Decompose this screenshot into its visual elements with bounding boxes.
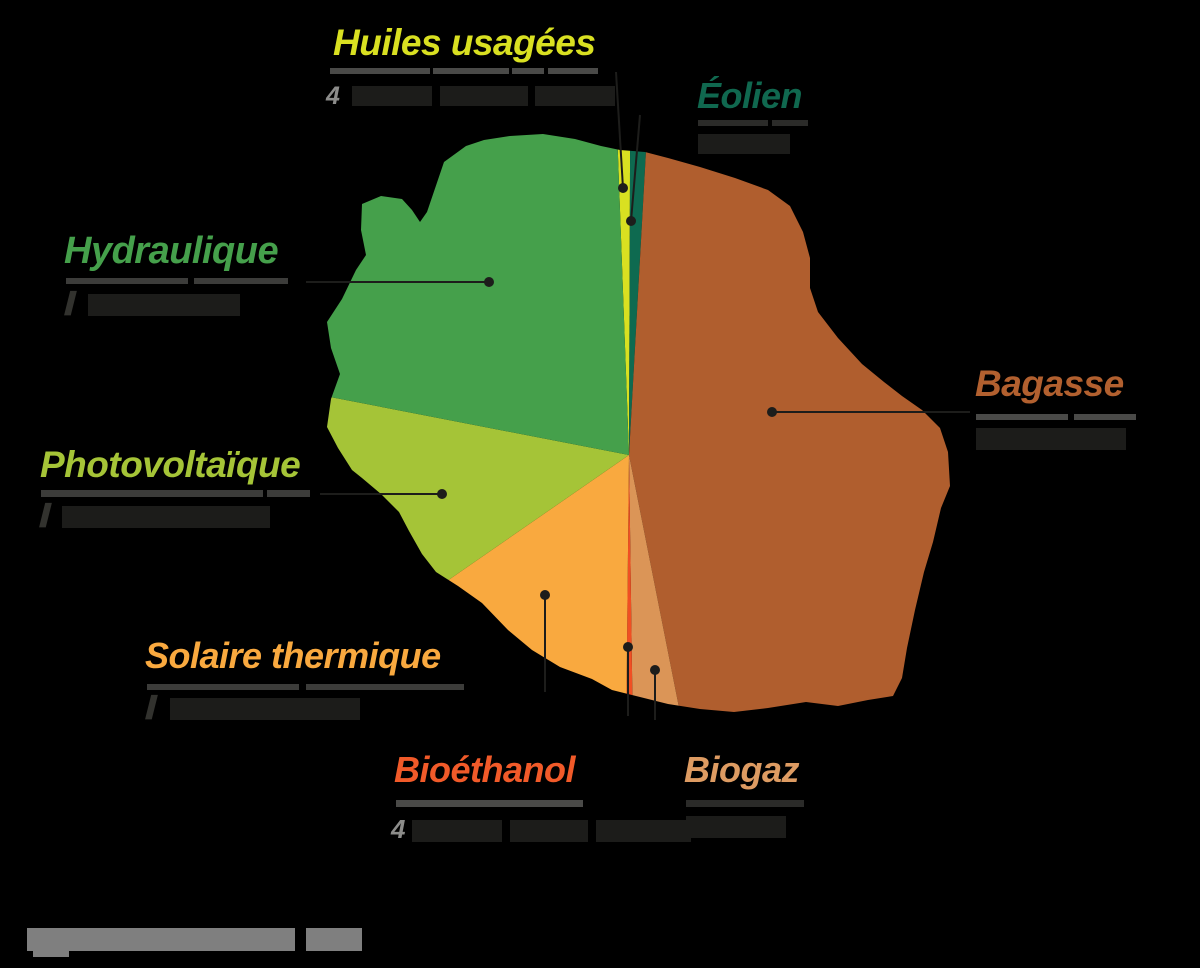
underline-bar-hydraulique: [66, 278, 188, 284]
leader-dot-huiles-usagees: [618, 183, 628, 193]
leader-dot-solaire-thermique: [540, 590, 550, 600]
leader-dot-hydraulique: [484, 277, 494, 287]
value-lead-glyph-solaire-thermique: ▍: [147, 697, 163, 719]
underline-bar-huiles-usagees: [512, 68, 544, 74]
underline-bar-solaire-thermique: [147, 684, 299, 690]
label-photovoltaique: Photovoltaïque: [40, 444, 301, 485]
value-bar-photovoltaique: [62, 506, 270, 528]
label-biogaz: Biogaz: [684, 749, 800, 790]
label-bagasse: Bagasse: [975, 363, 1124, 404]
source-bar-0: [27, 928, 295, 951]
wedge-eolien: [629, 134, 653, 455]
leader-dot-biogaz: [650, 665, 660, 675]
value-bar-bioethanol: [596, 820, 691, 842]
underline-bar-bagasse: [976, 414, 1068, 420]
value-bar-hydraulique: [88, 294, 240, 316]
label-eolien: Éolien: [697, 75, 803, 116]
underline-bar-bioethanol: [396, 800, 583, 807]
value-bar-solaire-thermique: [170, 698, 360, 720]
wedge-huiles-usagees: [613, 134, 631, 455]
value-lead-glyph-photovoltaique: ▍: [41, 505, 57, 527]
source-bar-descender: [33, 950, 69, 957]
underline-bar-photovoltaique: [267, 490, 310, 497]
value-bar-bagasse: [976, 428, 1126, 450]
value-lead-glyph-huiles-usagees: 4: [326, 82, 340, 110]
underline-bar-eolien: [698, 120, 768, 126]
underline-bar-bagasse: [1074, 414, 1136, 420]
underline-bar-huiles-usagees: [548, 68, 598, 74]
wedge-biogaz: [629, 455, 713, 712]
leader-lines: [306, 71, 970, 720]
value-bar-huiles-usagees: [352, 86, 432, 106]
underline-bar-huiles-usagees: [330, 68, 430, 74]
leader-dot-bioethanol: [623, 642, 633, 652]
wedge-bagasse: [629, 134, 950, 712]
label-huiles-usagees: Huiles usagées: [333, 22, 596, 63]
wedge-hydraulique: [327, 134, 629, 455]
leader-dot-bagasse: [767, 407, 777, 417]
leader-dot-eolien: [626, 216, 636, 226]
underline-bar-hydraulique: [194, 278, 288, 284]
underline-bar-solaire-thermique: [306, 684, 464, 690]
value-bar-huiles-usagees: [535, 86, 615, 106]
leader-line-eolien: [630, 114, 641, 222]
pie-wedges: [327, 134, 950, 712]
value-bar-bioethanol: [412, 820, 502, 842]
underline-bar-eolien: [772, 120, 808, 126]
value-bar-biogaz: [686, 816, 786, 838]
leader-dot-photovoltaique: [437, 489, 447, 499]
value-bar-huiles-usagees: [440, 86, 528, 106]
leader-line-huiles-usagees: [615, 71, 624, 189]
value-bar-eolien: [698, 134, 790, 154]
value-bar-bioethanol: [510, 820, 588, 842]
label-hydraulique: Hydraulique: [64, 230, 279, 272]
source-bar-1: [306, 928, 362, 951]
value-lead-glyph-bioethanol: 4: [391, 814, 406, 844]
underline-bar-huiles-usagees: [433, 68, 509, 74]
value-lead-glyph-hydraulique: ▍: [66, 293, 82, 315]
wedge-bioethanol: [624, 455, 635, 712]
label-bioethanol: Bioéthanol: [394, 749, 576, 790]
underline-bar-biogaz: [686, 800, 804, 807]
underline-bar-photovoltaique: [41, 490, 263, 497]
label-solaire-thermique: Solaire thermique: [145, 635, 441, 676]
wedge-photovoltaique: [327, 373, 629, 700]
